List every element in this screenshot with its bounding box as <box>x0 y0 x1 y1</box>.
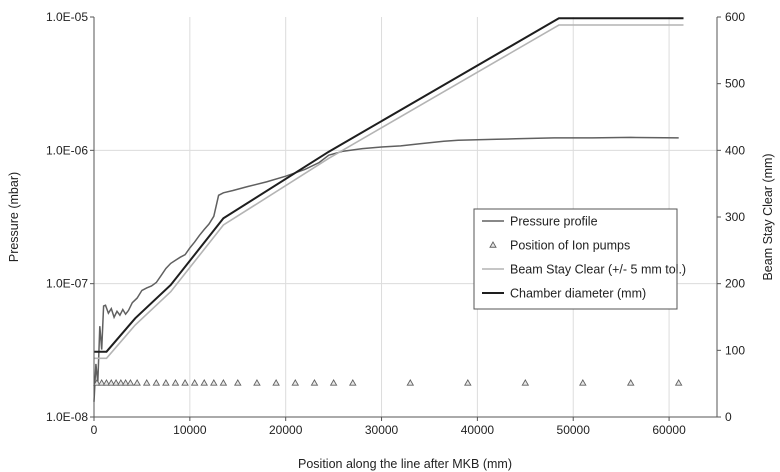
x-axis-title: Position along the line after MKB (mm) <box>298 457 512 471</box>
ion-pump-marker <box>181 379 189 386</box>
series-chamber-diameter-mm-line <box>94 17 684 353</box>
series-pressure-profile-line <box>93 136 679 402</box>
ion-pump-marker <box>126 379 135 386</box>
x-tick-label: 10000 <box>173 423 207 437</box>
ion-pump-marker <box>171 379 180 386</box>
ion-pump-marker <box>107 379 116 386</box>
series-beam-stay-clear-5-mm-tol-line <box>94 24 684 360</box>
ion-pump-marker <box>291 379 300 386</box>
ion-pump-marker <box>521 379 530 386</box>
ion-pump-marker <box>102 379 111 386</box>
y-left-tick-label: 1.0E-06 <box>46 143 88 157</box>
x-tick-label: 0 <box>91 423 98 437</box>
legend-label-position-of-ion-pumps: Position of Ion pumps <box>510 239 630 253</box>
ion-pump-marker <box>97 379 106 386</box>
ion-pump-marker <box>253 379 261 386</box>
ion-pump-marker <box>162 379 170 386</box>
y-axis-title-right: Beam Stay Clear (mm) <box>761 153 775 280</box>
ion-pump-marker <box>93 379 101 386</box>
series-layer <box>93 17 684 402</box>
y-left-tick-label: 1.0E-05 <box>46 10 88 24</box>
ion-pump-marker <box>406 379 415 386</box>
x-tick-label: 60000 <box>652 423 686 437</box>
x-tick-label: 20000 <box>269 423 303 437</box>
ion-pump-marker <box>121 379 130 386</box>
ion-pump-marker <box>200 379 208 386</box>
x-tick-label: 30000 <box>365 423 399 437</box>
ion-pump-marker <box>464 379 472 386</box>
legend-label-beam-stay-clear-5-mm-tol: Beam Stay Clear (+/- 5 mm tol.) <box>510 263 686 277</box>
ion-pump-marker <box>112 379 120 386</box>
ion-pump-marker <box>190 379 199 386</box>
ion-pump-marker <box>152 379 161 386</box>
y-right-tick-label: 200 <box>725 277 745 291</box>
ion-pump-marker <box>579 379 587 386</box>
axes: 0 10000 20000 30000 40000 50000 60000 1.0E-08 1.… <box>46 10 745 437</box>
y-right-tick-label: 300 <box>725 210 745 224</box>
legend-label-pressure-profile: Pressure profile <box>510 215 598 229</box>
ion-pump-marker <box>142 379 151 386</box>
y-left-tick-label: 1.0E-07 <box>46 277 88 291</box>
y-right-tick-label: 600 <box>725 10 745 24</box>
ion-pump-marker <box>133 379 141 386</box>
series-position-of-ion-pumps <box>93 379 683 386</box>
legend: Pressure profile Position of Ion pumps Bea… <box>473 208 686 310</box>
y-right-tick-label: 0 <box>725 410 732 424</box>
x-tick-label: 50000 <box>557 423 591 437</box>
legend-label-chamber-diameter-mm: Chamber diameter (mm) <box>510 287 646 301</box>
y-left-tick-label: 1.0E-08 <box>46 410 88 424</box>
y-right-tick-label: 400 <box>725 143 745 157</box>
y-right-tick-label: 500 <box>725 77 745 91</box>
ion-pump-marker <box>219 379 228 386</box>
ion-pump-marker <box>117 379 125 386</box>
ion-pump-marker <box>626 379 635 386</box>
legend-symbol-position-of-ion-pumps <box>489 241 497 248</box>
ion-pump-marker <box>674 379 683 386</box>
ion-pump-marker <box>233 379 242 386</box>
ion-pump-marker <box>210 379 218 386</box>
ion-pump-marker <box>329 379 338 386</box>
ion-pump-marker <box>310 379 319 386</box>
y-axis-title-left: Pressure (mbar) <box>7 172 21 262</box>
legend-box <box>473 208 678 310</box>
x-tick-label: 40000 <box>461 423 495 437</box>
ion-pump-marker <box>272 379 280 386</box>
y-right-tick-label: 100 <box>725 343 745 357</box>
ion-pump-marker <box>349 379 357 386</box>
